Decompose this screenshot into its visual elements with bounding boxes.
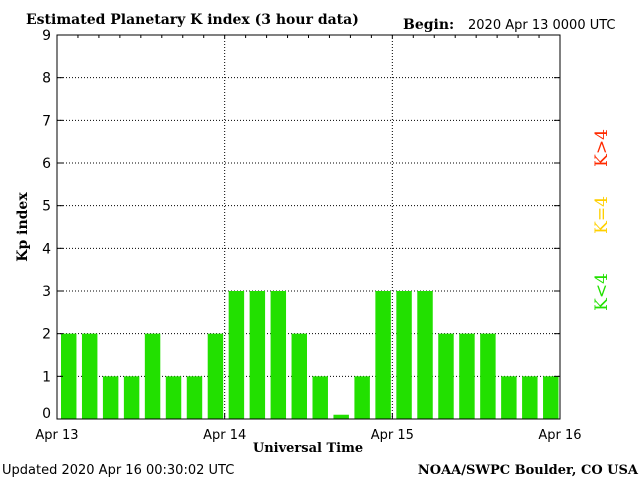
kp-bar [165,376,182,419]
chart-title: Estimated Planetary K index (3 hour data… [26,12,359,28]
kp-bar [207,333,224,419]
kp-bar [480,333,496,419]
kp-bar [417,291,433,419]
legend-storm: K>4 [592,129,612,167]
y-tick-label: 3 [42,284,51,300]
x-axis-label: Universal Time [253,441,363,456]
kp-bar [123,376,140,419]
x-ticks: Apr 13 Apr 14 Apr 15 Apr 16 [35,35,582,443]
kp-bar [312,376,328,419]
x-tick-label: Apr 13 [35,428,78,443]
grid [57,35,560,419]
kp-bar [249,291,266,419]
y-tick-label: 9 [42,28,51,44]
kp-bar [543,376,559,419]
kp-bar [102,376,119,419]
y-tick-label: 4 [42,241,51,257]
x-tick-label: Apr 14 [203,428,246,443]
y-tick-label: 6 [42,156,51,172]
kp-bar [270,291,287,419]
updated-text: Updated 2020 Apr 16 00:30:02 UTC [2,463,234,478]
begin-label: Begin: [403,17,454,33]
kp-bar [186,376,203,419]
kp-bar [501,376,517,419]
kp-bar [291,333,307,419]
y-tick-label: 7 [42,113,51,129]
legend-quiet: K<4 [592,273,612,311]
y-tick-label: 2 [42,327,51,343]
legend-active: K=4 [592,196,612,234]
y-tick-label: 8 [42,71,51,87]
kp-bar [144,333,161,419]
kp-bar [438,333,454,419]
begin-value: 2020 Apr 13 0000 UTC [468,18,616,33]
kp-bar [459,333,475,419]
kp-bar [228,291,245,419]
kp-bar [354,376,370,419]
kp-bar [81,333,98,419]
kp-bar [61,333,77,419]
y-axis-label: Kp index [15,192,31,262]
y-tick-label: 1 [42,369,51,385]
kp-bar [333,414,349,419]
bars [61,291,559,419]
y-tick-label: 5 [42,199,51,215]
kp-bar [396,291,412,419]
y-ticks: 0 1 2 3 4 5 6 7 8 9 [42,28,560,422]
y-tick-label: 0 [42,406,51,422]
kp-bar [522,376,538,419]
source-text: NOAA/SWPC Boulder, CO USA [418,463,639,478]
kp-bar [375,291,391,419]
x-tick-label: Apr 16 [538,428,581,443]
x-tick-label: Apr 15 [371,428,414,443]
